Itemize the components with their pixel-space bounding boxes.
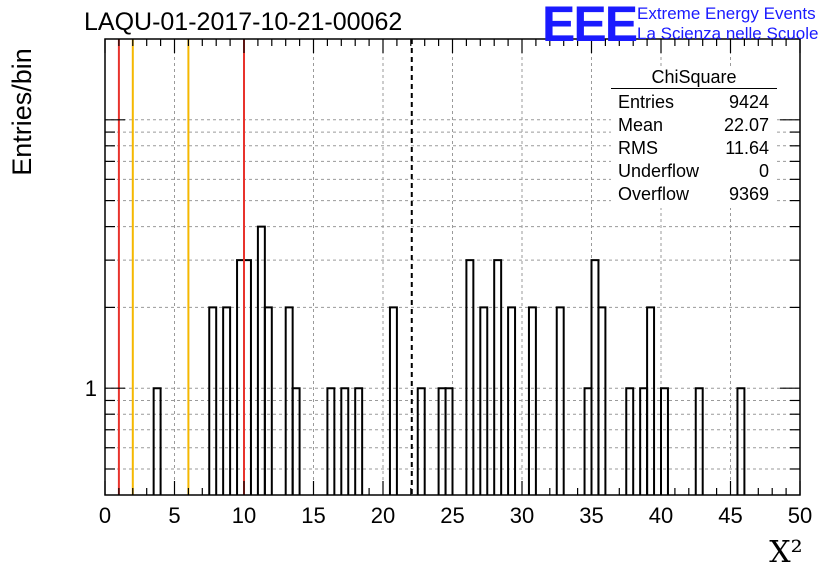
stats-row: Overflow 9369 [611, 183, 777, 206]
histogram-bin [222, 306, 232, 495]
histogram-bin [583, 387, 593, 495]
histogram-bin [479, 306, 489, 495]
stats-value: 22.07 [723, 115, 769, 135]
x-tick-label: 15 [301, 503, 325, 528]
histogram-bin [284, 306, 294, 495]
histogram-bin [507, 306, 517, 495]
x-axis-label: X² [769, 535, 802, 570]
histogram-bin [694, 387, 704, 495]
histogram-bin [208, 306, 218, 495]
x-tick-label: 30 [510, 503, 534, 528]
histogram-bin [256, 225, 266, 495]
histogram-bin [590, 259, 600, 495]
x-tick-label: 20 [371, 503, 395, 528]
histogram-bin [326, 387, 336, 495]
axes [104, 38, 801, 496]
y-axis-label: Entries/bin [7, 48, 37, 176]
histogram-bin [527, 306, 537, 495]
histogram-bins [152, 225, 746, 495]
histogram-bin [555, 306, 565, 495]
histogram-bin [639, 387, 649, 495]
histogram-bin [437, 387, 447, 495]
histogram-bin [243, 259, 252, 495]
stats-row: Underflow 0 [611, 160, 777, 183]
histogram-bin [736, 387, 746, 495]
histogram-bin [660, 387, 669, 495]
stats-label: Underflow [618, 161, 700, 181]
logo-line-1: Extreme Energy Events [637, 4, 816, 23]
y-tick-label: 1 [85, 376, 97, 401]
histogram-bin [646, 306, 656, 495]
x-tick-label: 10 [232, 503, 256, 528]
histogram-bin [625, 387, 635, 495]
stats-value: 9369 [728, 184, 769, 204]
histogram-bin [340, 387, 350, 495]
stats-row: Mean 22.07 [611, 114, 777, 137]
histogram-bin [493, 259, 503, 495]
eee-logo: EEE [542, 0, 638, 52]
stats-label: RMS [618, 138, 658, 158]
histogram-bin [236, 259, 245, 495]
stats-row: RMS 11.64 [611, 137, 777, 160]
histogram-bin [263, 306, 273, 495]
x-tick-label: 40 [649, 503, 673, 528]
stats-row: Entries 9424 [611, 91, 777, 114]
x-tick-label: 5 [168, 503, 180, 528]
histogram-bin [465, 259, 475, 495]
histogram-bin [291, 387, 301, 495]
logo-line-2: La Scienza nelle Scuole [637, 24, 819, 43]
chart-title: LAQU-01-2017-10-21-00062 [84, 8, 403, 36]
logo-caption: Extreme Energy Events La Scienza nelle S… [637, 4, 818, 44]
histogram-bin [152, 387, 162, 495]
histogram-bin [444, 387, 454, 495]
histogram-bin [416, 387, 426, 495]
stats-label: Overflow [618, 184, 690, 204]
histogram-bin [597, 306, 607, 495]
stats-value: 9424 [728, 92, 769, 112]
x-tick-label: 35 [579, 503, 603, 528]
stats-value: 11.64 [725, 138, 769, 158]
histogram-bin [354, 387, 364, 495]
marker-lines [117, 39, 413, 495]
x-tick-label: 50 [788, 503, 812, 528]
x-tick-label: 25 [440, 503, 464, 528]
histogram-bin [388, 306, 398, 495]
stats-box: ChiSquare Entries 9424 Mean 22.07 RMS 11.64… [611, 66, 777, 208]
stats-title: ChiSquare [611, 66, 777, 89]
stats-value: 0 [758, 161, 769, 181]
stats-label: Entries [618, 92, 675, 112]
stats-label: Mean [618, 115, 664, 135]
x-tick-label: 45 [718, 503, 742, 528]
tick-labels: 0 5 10 15 20 25 30 35 40 45 50 1 [85, 376, 812, 528]
x-tick-label: 0 [99, 503, 111, 528]
